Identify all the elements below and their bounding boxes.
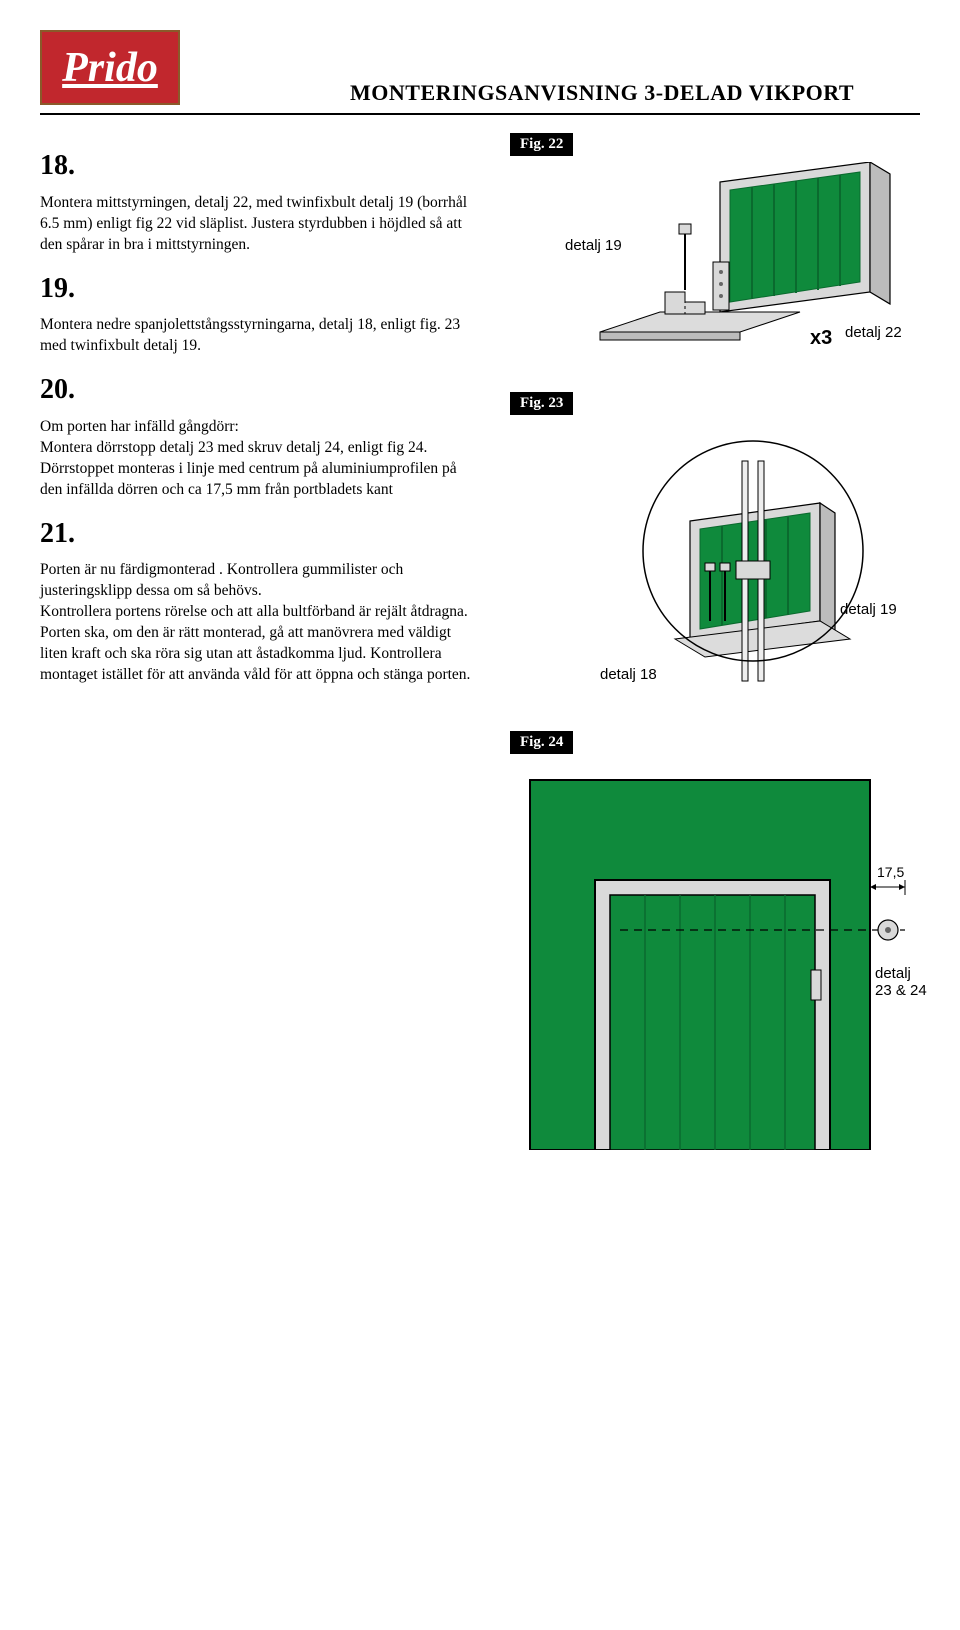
fig24-dim: 17,5 [877, 864, 904, 880]
document-title: MONTERINGSANVISNING 3-DELAD VIKPORT [350, 80, 854, 106]
fig22-label: Fig. 22 [510, 133, 573, 156]
figure-23: Fig. 23 [510, 392, 930, 701]
step-text-18: Montera mittstyrningen, detalj 22, med t… [40, 193, 480, 256]
fig22-diagram: detalj 19 x3 detalj 22 [510, 162, 930, 362]
header: Prido MONTERINGSANVISNING 3-DELAD VIKPOR… [40, 30, 920, 105]
figure-24: Fig. 24 [510, 731, 930, 1150]
fig23-ann-right: detalj 19 [840, 601, 897, 618]
brand-name: Prido [62, 44, 158, 92]
fig24-label: Fig. 24 [510, 731, 573, 754]
step-text-20: Om porten har infälld gångdörr: Montera … [40, 417, 480, 501]
figure-22: Fig. 22 [510, 133, 930, 362]
step-number-18: 18. [40, 147, 480, 185]
fig22-ann-left: detalj 19 [565, 237, 622, 254]
step-text-19: Montera nedre spanjolettstångsstyrningar… [40, 315, 480, 357]
brand-logo: Prido [40, 30, 180, 105]
fig22-ann-right: detalj 22 [845, 324, 902, 341]
step-number-21: 21. [40, 515, 480, 553]
fig23-label: Fig. 23 [510, 392, 573, 415]
fig24-diagram: 17,5 detalj 23 & 24 [510, 760, 930, 1150]
fig24-ann: detalj 23 & 24 [875, 965, 927, 999]
step-text-21: Porten är nu färdigmonterad . Kontroller… [40, 560, 480, 686]
fig23-ann-left: detalj 18 [600, 666, 657, 683]
figure-column: Fig. 22 [510, 133, 930, 1180]
step-number-19: 19. [40, 270, 480, 308]
fig23-diagram: detalj 19 detalj 18 [510, 421, 930, 701]
fig22-multiplier: x3 [810, 327, 832, 350]
content-area: 18. Montera mittstyrningen, detalj 22, m… [40, 133, 920, 1180]
instruction-column: 18. Montera mittstyrningen, detalj 22, m… [40, 133, 480, 1180]
header-rule [40, 113, 920, 115]
step-number-20: 20. [40, 371, 480, 409]
